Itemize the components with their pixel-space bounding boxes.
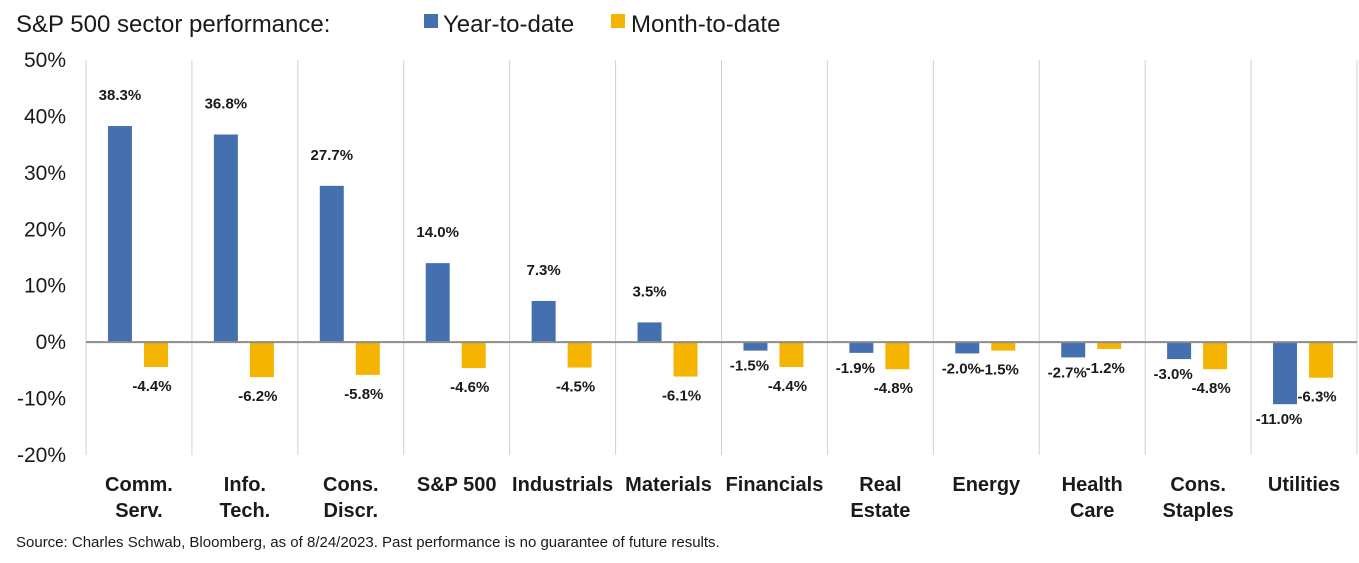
data-label-mtd: -4.8% bbox=[1192, 380, 1231, 397]
legend-label-mtd: Month-to-date bbox=[631, 11, 780, 38]
y-tick-label: 50% bbox=[24, 49, 66, 72]
data-label-ytd: 38.3% bbox=[99, 87, 142, 104]
data-label-ytd: -11.0% bbox=[1256, 411, 1303, 428]
bar-ytd bbox=[1061, 342, 1086, 358]
plot-area: 50% 40% 30% 20% 10% 0% -10% -20% 38.3% -4.4% Comm.… bbox=[17, 49, 1358, 522]
x-tick-label: Utilities bbox=[1268, 474, 1340, 496]
x-tick-label: Energy bbox=[952, 474, 1021, 496]
data-label-ytd: 36.8% bbox=[205, 95, 248, 112]
bar-mtd bbox=[673, 342, 698, 377]
bar-ytd bbox=[213, 134, 238, 343]
data-label-mtd: -5.8% bbox=[344, 386, 383, 403]
data-label-mtd: -6.3% bbox=[1297, 389, 1336, 406]
bar-mtd bbox=[1309, 342, 1334, 378]
bar-mtd bbox=[885, 342, 910, 370]
x-tick-label: Discr. bbox=[324, 500, 378, 522]
x-tick-label: Cons. bbox=[323, 474, 379, 496]
data-label-ytd: 27.7% bbox=[311, 147, 354, 164]
legend-label-ytd: Year-to-date bbox=[443, 11, 574, 38]
bar-ytd bbox=[425, 263, 450, 343]
x-tick-label: Care bbox=[1070, 500, 1114, 522]
bar-mtd bbox=[355, 342, 380, 375]
bar-mtd bbox=[249, 342, 274, 378]
bar-mtd bbox=[1203, 342, 1228, 370]
data-label-mtd: -4.4% bbox=[132, 378, 171, 395]
bar-ytd bbox=[637, 322, 662, 343]
data-label-ytd: -2.7% bbox=[1048, 364, 1087, 381]
bar-ytd bbox=[743, 342, 768, 351]
x-tick-label: S&P 500 bbox=[417, 474, 497, 496]
data-label-mtd: -4.6% bbox=[450, 379, 489, 396]
bar-ytd bbox=[955, 342, 980, 354]
y-tick-label: 40% bbox=[24, 105, 66, 128]
source-note: Source: Charles Schwab, Bloomberg, as of… bbox=[16, 534, 720, 551]
x-tick-label: Materials bbox=[625, 474, 712, 496]
data-label-ytd: -1.5% bbox=[730, 358, 769, 375]
data-label-mtd: -4.5% bbox=[556, 379, 595, 396]
x-tick-label: Industrials bbox=[512, 474, 613, 496]
y-tick-label: 30% bbox=[24, 162, 66, 185]
data-label-mtd: -4.4% bbox=[768, 378, 807, 395]
bar-ytd bbox=[849, 342, 874, 353]
data-label-ytd: 14.0% bbox=[416, 224, 459, 241]
bar-ytd bbox=[531, 300, 556, 343]
bar-mtd bbox=[1097, 342, 1122, 349]
data-label-mtd: -6.1% bbox=[662, 388, 701, 405]
bar-ytd bbox=[107, 126, 132, 343]
legend-swatch-mtd bbox=[611, 14, 625, 28]
y-tick-label: 0% bbox=[36, 331, 66, 354]
legend-swatch-ytd bbox=[424, 14, 438, 28]
x-tick-label: Estate bbox=[850, 500, 910, 522]
x-tick-label: Serv. bbox=[115, 500, 162, 522]
data-label-ytd: -3.0% bbox=[1154, 366, 1193, 383]
bar-ytd bbox=[1167, 342, 1192, 360]
x-tick-label: Cons. bbox=[1170, 474, 1226, 496]
bar-mtd bbox=[143, 342, 168, 367]
bar-mtd bbox=[991, 342, 1016, 351]
data-label-mtd: -1.2% bbox=[1086, 360, 1125, 377]
bar-mtd bbox=[779, 342, 804, 367]
x-tick-label: Staples bbox=[1163, 500, 1234, 522]
x-tick-label: Financials bbox=[726, 474, 824, 496]
bar-ytd bbox=[319, 185, 344, 343]
data-label-mtd: -1.5% bbox=[980, 362, 1019, 379]
data-label-ytd: -2.0% bbox=[942, 360, 981, 377]
data-label-ytd: 3.5% bbox=[632, 283, 666, 300]
x-tick-label: Real bbox=[859, 474, 901, 496]
x-tick-label: Info. bbox=[224, 474, 266, 496]
data-label-ytd: 7.3% bbox=[527, 262, 561, 279]
bar-mtd bbox=[567, 342, 592, 368]
data-label-mtd: -4.8% bbox=[874, 380, 913, 397]
x-tick-label: Tech. bbox=[219, 500, 270, 522]
y-tick-label: 20% bbox=[24, 218, 66, 241]
y-tick-label: -10% bbox=[17, 388, 66, 411]
bar-ytd bbox=[1273, 342, 1298, 405]
chart-title: S&P 500 sector performance: bbox=[16, 11, 330, 38]
data-label-ytd: -1.9% bbox=[836, 360, 875, 377]
x-tick-label: Health bbox=[1062, 474, 1123, 496]
data-label-mtd: -6.2% bbox=[238, 388, 277, 405]
bar-mtd bbox=[461, 342, 486, 369]
y-tick-label: -20% bbox=[17, 444, 66, 467]
x-tick-label: Comm. bbox=[105, 474, 173, 496]
y-tick-label: 10% bbox=[24, 275, 66, 298]
